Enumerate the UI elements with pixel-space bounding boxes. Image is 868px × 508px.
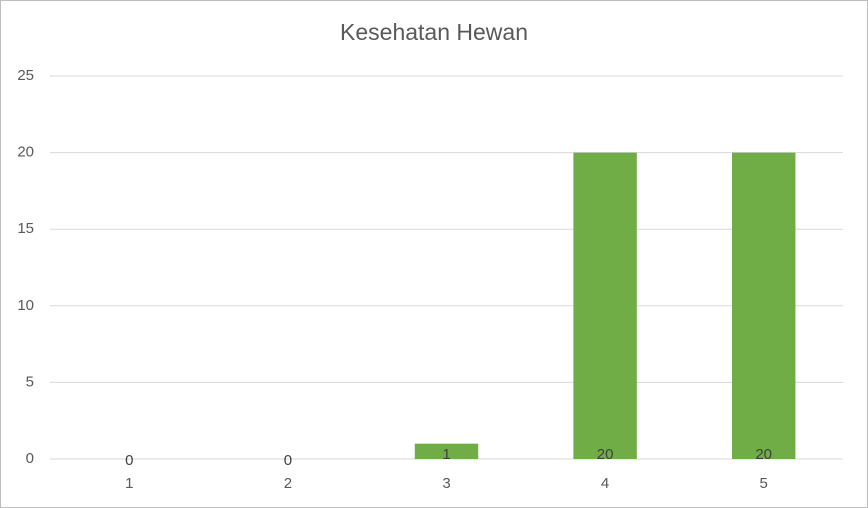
bar [414, 443, 479, 459]
y-tick-label: 0 [26, 450, 34, 467]
y-tick-label: 20 [17, 144, 34, 161]
chart-title: Kesehatan Hewan [340, 19, 528, 45]
bar [573, 152, 637, 459]
data-label: 1 [442, 446, 450, 463]
bar [731, 152, 796, 459]
data-label: 20 [755, 446, 772, 463]
y-tick-label: 15 [17, 220, 34, 237]
x-tick-label: 1 [125, 475, 133, 492]
y-tick-label: 25 [17, 67, 34, 84]
x-tick-label: 3 [442, 475, 450, 492]
data-label: 20 [597, 446, 614, 463]
x-tick-label: 2 [284, 475, 292, 492]
data-label: 0 [125, 452, 133, 469]
x-tick-label: 5 [760, 475, 768, 492]
y-tick-label: 5 [26, 373, 34, 390]
x-tick-label: 4 [601, 475, 609, 492]
y-tick-label: 10 [17, 297, 34, 314]
data-label: 0 [284, 452, 292, 469]
